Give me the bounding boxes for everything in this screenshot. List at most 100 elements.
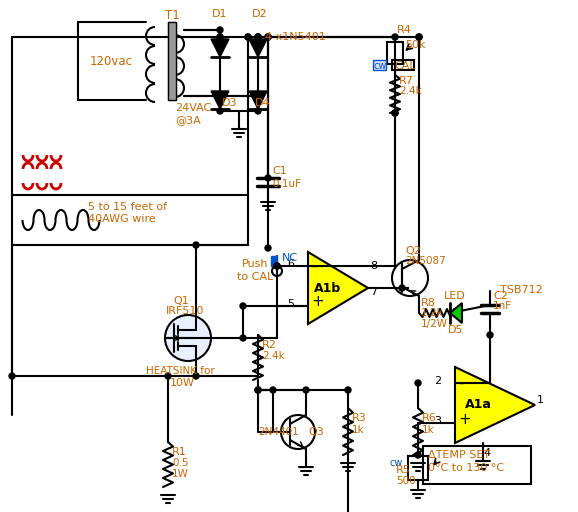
Text: 24VAC
@3A: 24VAC @3A <box>175 103 211 124</box>
Text: 2N5087: 2N5087 <box>405 256 446 266</box>
Text: 1/2W: 1/2W <box>421 319 448 329</box>
Circle shape <box>255 93 261 99</box>
Text: 5: 5 <box>287 299 294 309</box>
Text: 1k: 1k <box>422 425 435 435</box>
Circle shape <box>265 34 271 40</box>
Text: 1k: 1k <box>352 425 365 435</box>
Circle shape <box>217 34 223 40</box>
Text: -: - <box>311 259 317 273</box>
Text: R2: R2 <box>262 340 277 350</box>
Bar <box>423 446 531 484</box>
Circle shape <box>392 110 398 116</box>
Circle shape <box>255 387 261 393</box>
Text: 1.2k: 1.2k <box>421 308 444 318</box>
Circle shape <box>415 380 421 386</box>
Bar <box>387 42 403 64</box>
Circle shape <box>416 34 422 40</box>
Text: 2: 2 <box>434 376 441 386</box>
Text: C2: C2 <box>493 291 508 301</box>
Circle shape <box>274 263 280 269</box>
Text: NC: NC <box>282 253 298 263</box>
Circle shape <box>165 315 211 361</box>
Text: HEATSINK for: HEATSINK for <box>146 366 215 376</box>
Circle shape <box>265 34 271 40</box>
Text: R8: R8 <box>421 298 436 308</box>
Text: 50k: 50k <box>405 40 425 50</box>
Text: R3: R3 <box>352 413 367 423</box>
Text: Q2: Q2 <box>405 246 421 256</box>
Text: C1: C1 <box>272 166 287 176</box>
Circle shape <box>9 373 15 379</box>
Text: R5: R5 <box>396 465 411 475</box>
Text: LED: LED <box>444 291 466 301</box>
Text: 0.5: 0.5 <box>172 458 188 468</box>
Circle shape <box>274 263 280 269</box>
Polygon shape <box>211 91 229 109</box>
Text: 0.1uF: 0.1uF <box>272 179 301 189</box>
Text: D2: D2 <box>252 9 268 19</box>
Bar <box>408 456 428 480</box>
Text: 2N4401: 2N4401 <box>258 427 299 437</box>
Text: IRF510: IRF510 <box>166 306 205 316</box>
Bar <box>168 22 176 100</box>
Circle shape <box>255 34 261 40</box>
Text: D3: D3 <box>223 98 238 108</box>
Circle shape <box>255 34 261 40</box>
Circle shape <box>303 387 309 393</box>
Text: A1b: A1b <box>314 282 342 294</box>
Bar <box>168 22 176 100</box>
Polygon shape <box>211 39 229 57</box>
Text: 5 to 15 feet of: 5 to 15 feet of <box>88 202 167 212</box>
Text: 4: 4 <box>483 448 490 458</box>
Text: 40AWG wire: 40AWG wire <box>88 214 155 224</box>
Circle shape <box>217 34 223 40</box>
Circle shape <box>165 373 171 379</box>
Text: TSB712: TSB712 <box>500 285 543 295</box>
Text: 1W: 1W <box>172 469 189 479</box>
Text: T1: T1 <box>165 9 179 22</box>
Circle shape <box>399 285 405 291</box>
Circle shape <box>217 108 223 114</box>
Text: A1a: A1a <box>465 398 491 412</box>
Circle shape <box>255 387 261 393</box>
Text: D1: D1 <box>212 9 228 19</box>
Text: 2.4k: 2.4k <box>262 351 285 361</box>
Circle shape <box>255 34 261 40</box>
Text: D4: D4 <box>255 98 271 108</box>
Text: CAL: CAL <box>394 61 416 71</box>
Text: 10W: 10W <box>170 378 195 388</box>
Text: 4 x1N5401: 4 x1N5401 <box>265 32 326 42</box>
Text: Push: Push <box>242 259 269 269</box>
Text: R1: R1 <box>172 447 187 457</box>
Text: 120vac: 120vac <box>90 55 133 68</box>
Circle shape <box>245 34 251 40</box>
Circle shape <box>245 34 251 40</box>
Text: 1: 1 <box>537 395 544 405</box>
Text: R6: R6 <box>422 413 437 423</box>
Text: +: + <box>458 412 470 426</box>
Circle shape <box>487 332 493 338</box>
Circle shape <box>416 34 422 40</box>
Text: +: + <box>311 294 324 309</box>
Text: -: - <box>458 375 464 391</box>
Bar <box>12 195 248 245</box>
Polygon shape <box>450 303 462 323</box>
Circle shape <box>392 34 398 40</box>
Text: Q1: Q1 <box>173 296 189 306</box>
Bar <box>271 256 277 266</box>
Text: 0°C to 130 °C: 0°C to 130 °C <box>428 463 504 473</box>
Polygon shape <box>249 91 267 109</box>
Circle shape <box>345 387 351 393</box>
Circle shape <box>240 335 246 341</box>
Bar <box>392 60 414 70</box>
Text: 2.4k: 2.4k <box>399 86 422 96</box>
Polygon shape <box>455 367 535 443</box>
Circle shape <box>193 242 199 248</box>
Text: ΔTEMP SET: ΔTEMP SET <box>428 450 490 460</box>
Circle shape <box>415 452 421 458</box>
Text: D5: D5 <box>448 325 464 335</box>
Circle shape <box>217 27 223 33</box>
Text: R7: R7 <box>399 76 414 86</box>
Text: Q3: Q3 <box>308 427 324 437</box>
Text: to CAL: to CAL <box>237 272 273 282</box>
